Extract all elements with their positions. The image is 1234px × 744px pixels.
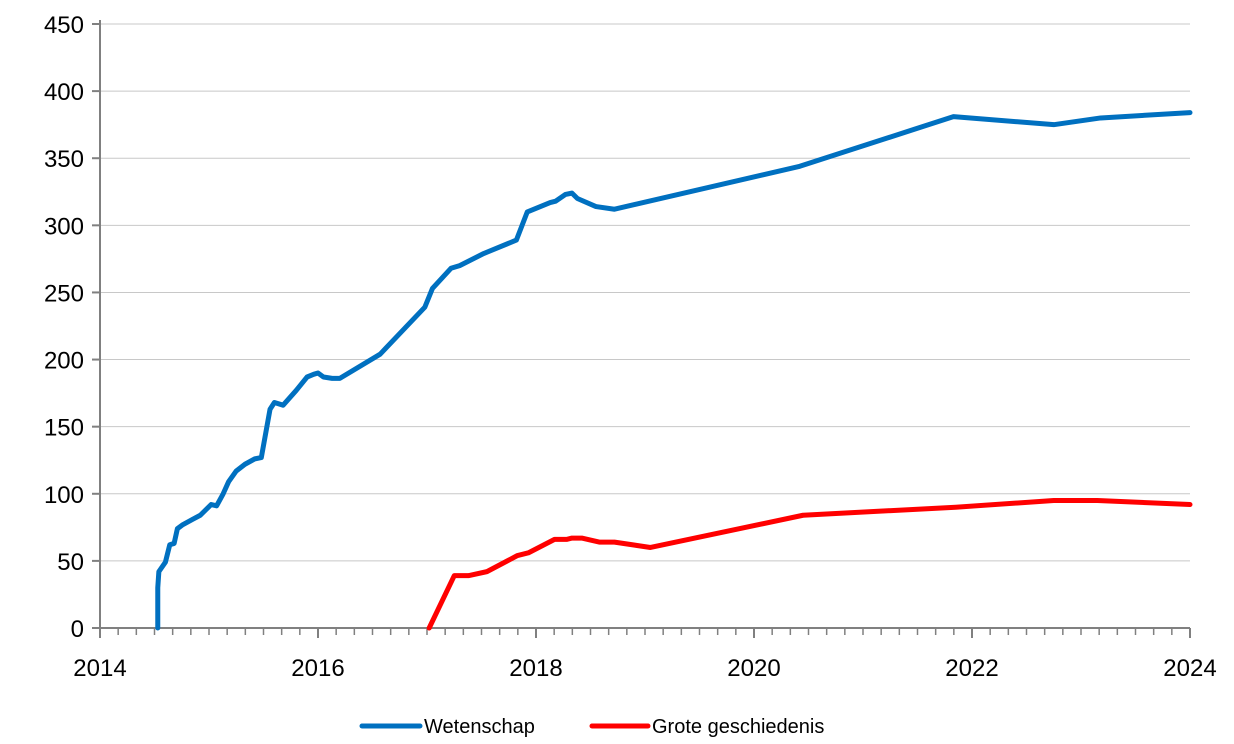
- x-tick-label: 2016: [291, 655, 344, 682]
- legend: Wetenschap Grote geschiedenis: [359, 716, 824, 738]
- y-tick-label: 100: [44, 482, 84, 509]
- y-tick-label: 200: [44, 348, 84, 375]
- x-tick-label: 2020: [727, 655, 780, 682]
- y-axis-tick-labels: 0 50 100 150 200 250 300 350 400 450: [44, 12, 84, 643]
- y-tick-label: 250: [44, 280, 84, 307]
- series-line-wetenschap: [155, 110, 1193, 631]
- x-tick-label: 2024: [1163, 655, 1216, 682]
- gridlines: [100, 23, 1190, 562]
- y-tick-label: 150: [44, 415, 84, 442]
- x-tick-label: 2014: [73, 655, 126, 682]
- y-tick-label: 0: [71, 616, 84, 643]
- x-axis-tick-labels: 2014 2016 2018 2020 2022 2024: [73, 655, 1216, 682]
- legend-label: Wetenschap: [424, 716, 535, 738]
- x-tick-label: 2022: [945, 655, 998, 682]
- series-lines: [155, 110, 1193, 631]
- y-tick-label: 300: [44, 213, 84, 240]
- y-tick-label: 450: [44, 12, 84, 39]
- y-tick-label: 400: [44, 79, 84, 106]
- axes: [92, 20, 1191, 638]
- y-tick-label: 350: [44, 146, 84, 173]
- x-tick-label: 2018: [509, 655, 562, 682]
- series-line-grote-geschiedenis: [426, 497, 1193, 631]
- legend-label: Grote geschiedenis: [652, 716, 824, 738]
- y-tick-label: 50: [57, 549, 84, 576]
